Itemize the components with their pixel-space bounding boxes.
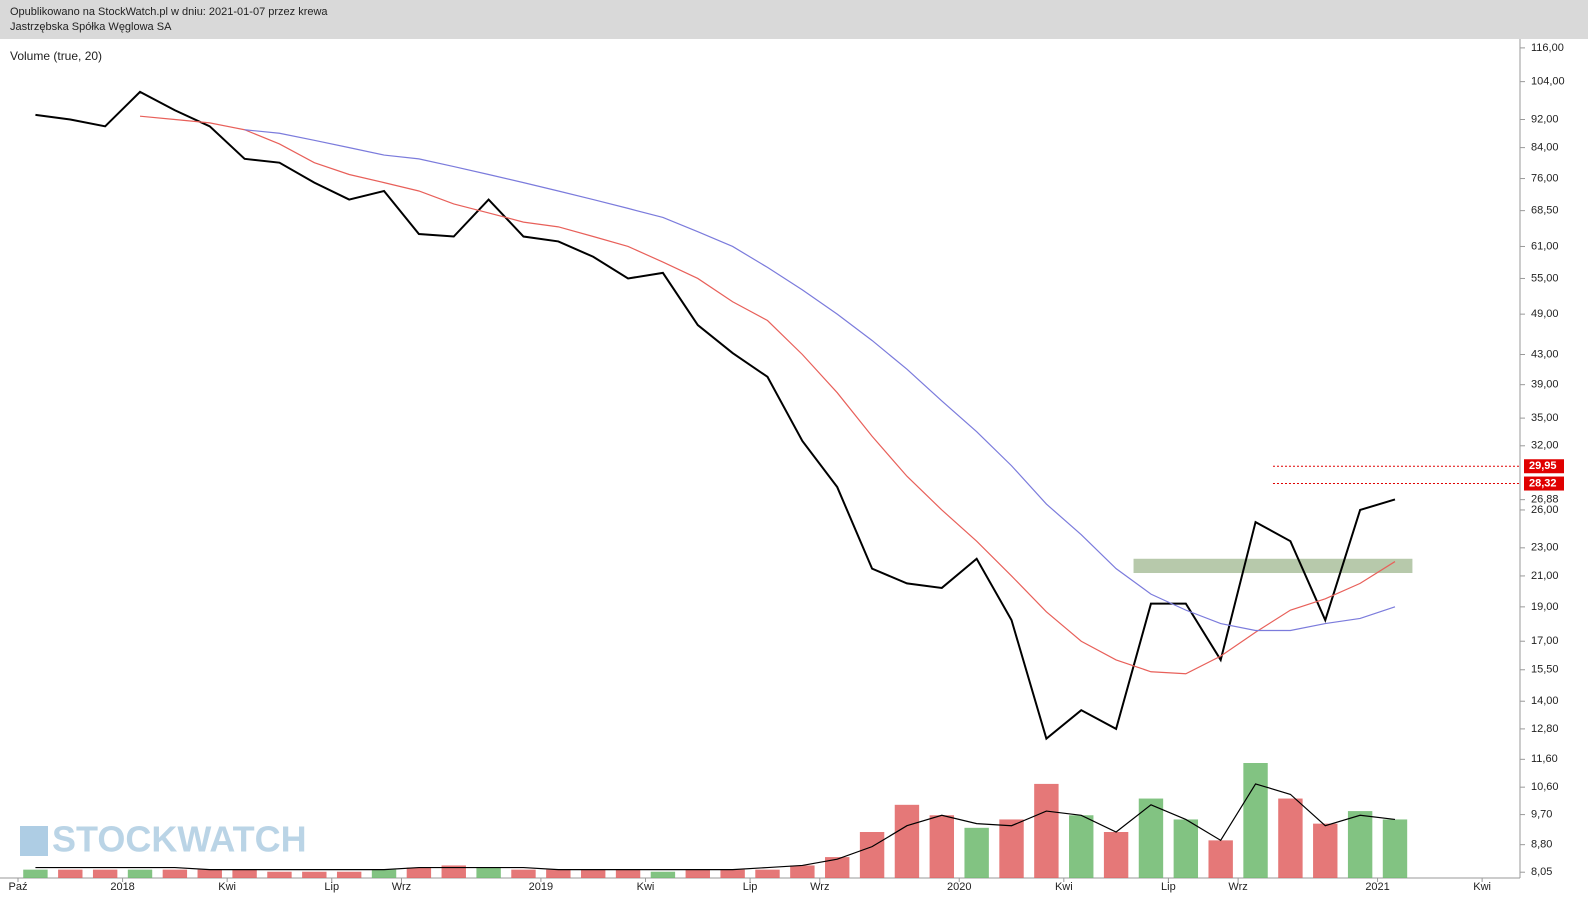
level-label: 28,32: [1529, 477, 1557, 489]
volume-bar: [755, 869, 780, 878]
watermark: STOCKWATCH: [52, 819, 307, 860]
x-tick-label: Wrz: [392, 881, 411, 893]
volume-bar: [476, 867, 501, 878]
volume-bar: [1208, 840, 1233, 878]
volume-ma: [35, 783, 1396, 871]
moving-average: [244, 129, 1396, 632]
x-tick-label: 2018: [110, 881, 134, 893]
volume-bar: [511, 869, 536, 878]
volume-bar: [650, 871, 676, 878]
y-tick-label: 9,70: [1531, 808, 1552, 820]
y-tick-label: 17,00: [1531, 635, 1559, 647]
y-tick-label: 19,00: [1531, 601, 1559, 613]
header-bar: [0, 0, 1588, 39]
volume-bar: [302, 871, 327, 878]
volume-bar: [406, 867, 432, 878]
x-tick-label: Lip: [324, 881, 339, 893]
y-tick-label: 55,00: [1531, 272, 1559, 284]
volume-bar: [929, 815, 955, 878]
volume-bar: [964, 827, 989, 878]
x-tick-label: Paź: [9, 881, 28, 893]
volume-bar: [999, 819, 1024, 878]
x-tick-label: 2021: [1365, 881, 1389, 893]
volume-bar: [1313, 823, 1338, 878]
volume-bar: [58, 869, 83, 878]
x-tick-label: 2020: [947, 881, 971, 893]
level-box: [1524, 476, 1564, 491]
y-tick-label: 61,00: [1531, 240, 1559, 252]
y-tick-label: 14,00: [1531, 695, 1559, 707]
x-tick-label: Kwi: [1473, 881, 1491, 893]
x-tick-label: Wrz: [810, 881, 829, 893]
x-tick-label: Kwi: [1055, 881, 1073, 893]
y-tick-label: 23,00: [1531, 542, 1559, 554]
y-tick-label: 32,00: [1531, 440, 1559, 452]
y-tick-label: 92,00: [1531, 113, 1559, 125]
volume-bar: [1173, 819, 1199, 878]
y-tick-label: 8,05: [1531, 866, 1552, 878]
volume-bar: [790, 865, 815, 878]
volume-bar: [127, 869, 153, 878]
y-tick-label: 35,00: [1531, 412, 1559, 424]
y-tick-label: 21,00: [1531, 570, 1559, 582]
volume-bar: [615, 869, 641, 878]
x-tick-label: Kwi: [637, 881, 655, 893]
y-tick-label: 116,00: [1531, 42, 1564, 54]
volume-bar: [441, 865, 466, 878]
y-tick-label: 8,80: [1531, 839, 1552, 851]
y-tick-label: 76,00: [1531, 172, 1559, 184]
y-tick-label: 49,00: [1531, 308, 1559, 320]
volume-bar: [336, 871, 362, 878]
volume-bar: [1103, 832, 1129, 878]
volume-bar: [197, 869, 222, 878]
volume-bar: [685, 869, 710, 878]
y-tick-label: 43,00: [1531, 348, 1559, 360]
y-tick-label: 26,88: [1531, 494, 1559, 506]
volume-bar: [267, 871, 292, 878]
y-tick-label: 15,50: [1531, 664, 1559, 676]
level-label: 29,95: [1529, 460, 1557, 472]
volume-bar: [162, 869, 188, 878]
y-tick-label: 39,00: [1531, 379, 1559, 391]
x-tick-label: Wrz: [1228, 881, 1247, 893]
price-line: [35, 90, 1396, 741]
volume-bar: [720, 869, 745, 878]
volume-bar: [371, 869, 397, 878]
volume-bar: [825, 857, 850, 878]
x-tick-label: Lip: [1161, 881, 1176, 893]
support-zone: [1133, 558, 1413, 574]
x-tick-label: Lip: [743, 881, 758, 893]
x-tick-label: 2019: [529, 881, 553, 893]
volume-bar: [580, 869, 606, 878]
volume-bar: [1243, 763, 1268, 878]
y-tick-label: 84,00: [1531, 142, 1559, 154]
volume-bar: [232, 869, 257, 878]
y-tick-label: 68,50: [1531, 205, 1559, 217]
volume-bar: [1347, 811, 1373, 878]
volume-bar: [1382, 819, 1408, 878]
volume-bar: [894, 804, 920, 878]
volume-bar: [23, 869, 48, 878]
watermark-logo: [20, 826, 48, 856]
x-tick-label: Kwi: [218, 881, 236, 893]
y-tick-label: 10,60: [1531, 781, 1559, 793]
y-tick-label: 104,00: [1531, 76, 1565, 88]
volume-bar: [1069, 815, 1094, 878]
volume-bar: [546, 869, 571, 878]
volume-bar: [92, 869, 118, 878]
y-tick-label: 12,80: [1531, 723, 1559, 735]
y-tick-label: 11,60: [1531, 753, 1558, 765]
level-box: [1524, 459, 1564, 474]
header-line: Opublikowano na StockWatch.pl w dniu: 20…: [10, 6, 328, 18]
y-tick-label: 26,00: [1531, 504, 1559, 516]
volume-bar: [859, 832, 885, 878]
moving-average: [139, 115, 1396, 675]
volume-bar: [1278, 798, 1303, 878]
header-line: Jastrzębska Spółka Węglowa SA: [10, 21, 172, 33]
volume-bar: [1138, 798, 1164, 878]
volume-bar: [1034, 783, 1059, 878]
indicator-label: Volume (true, 20): [10, 49, 102, 63]
